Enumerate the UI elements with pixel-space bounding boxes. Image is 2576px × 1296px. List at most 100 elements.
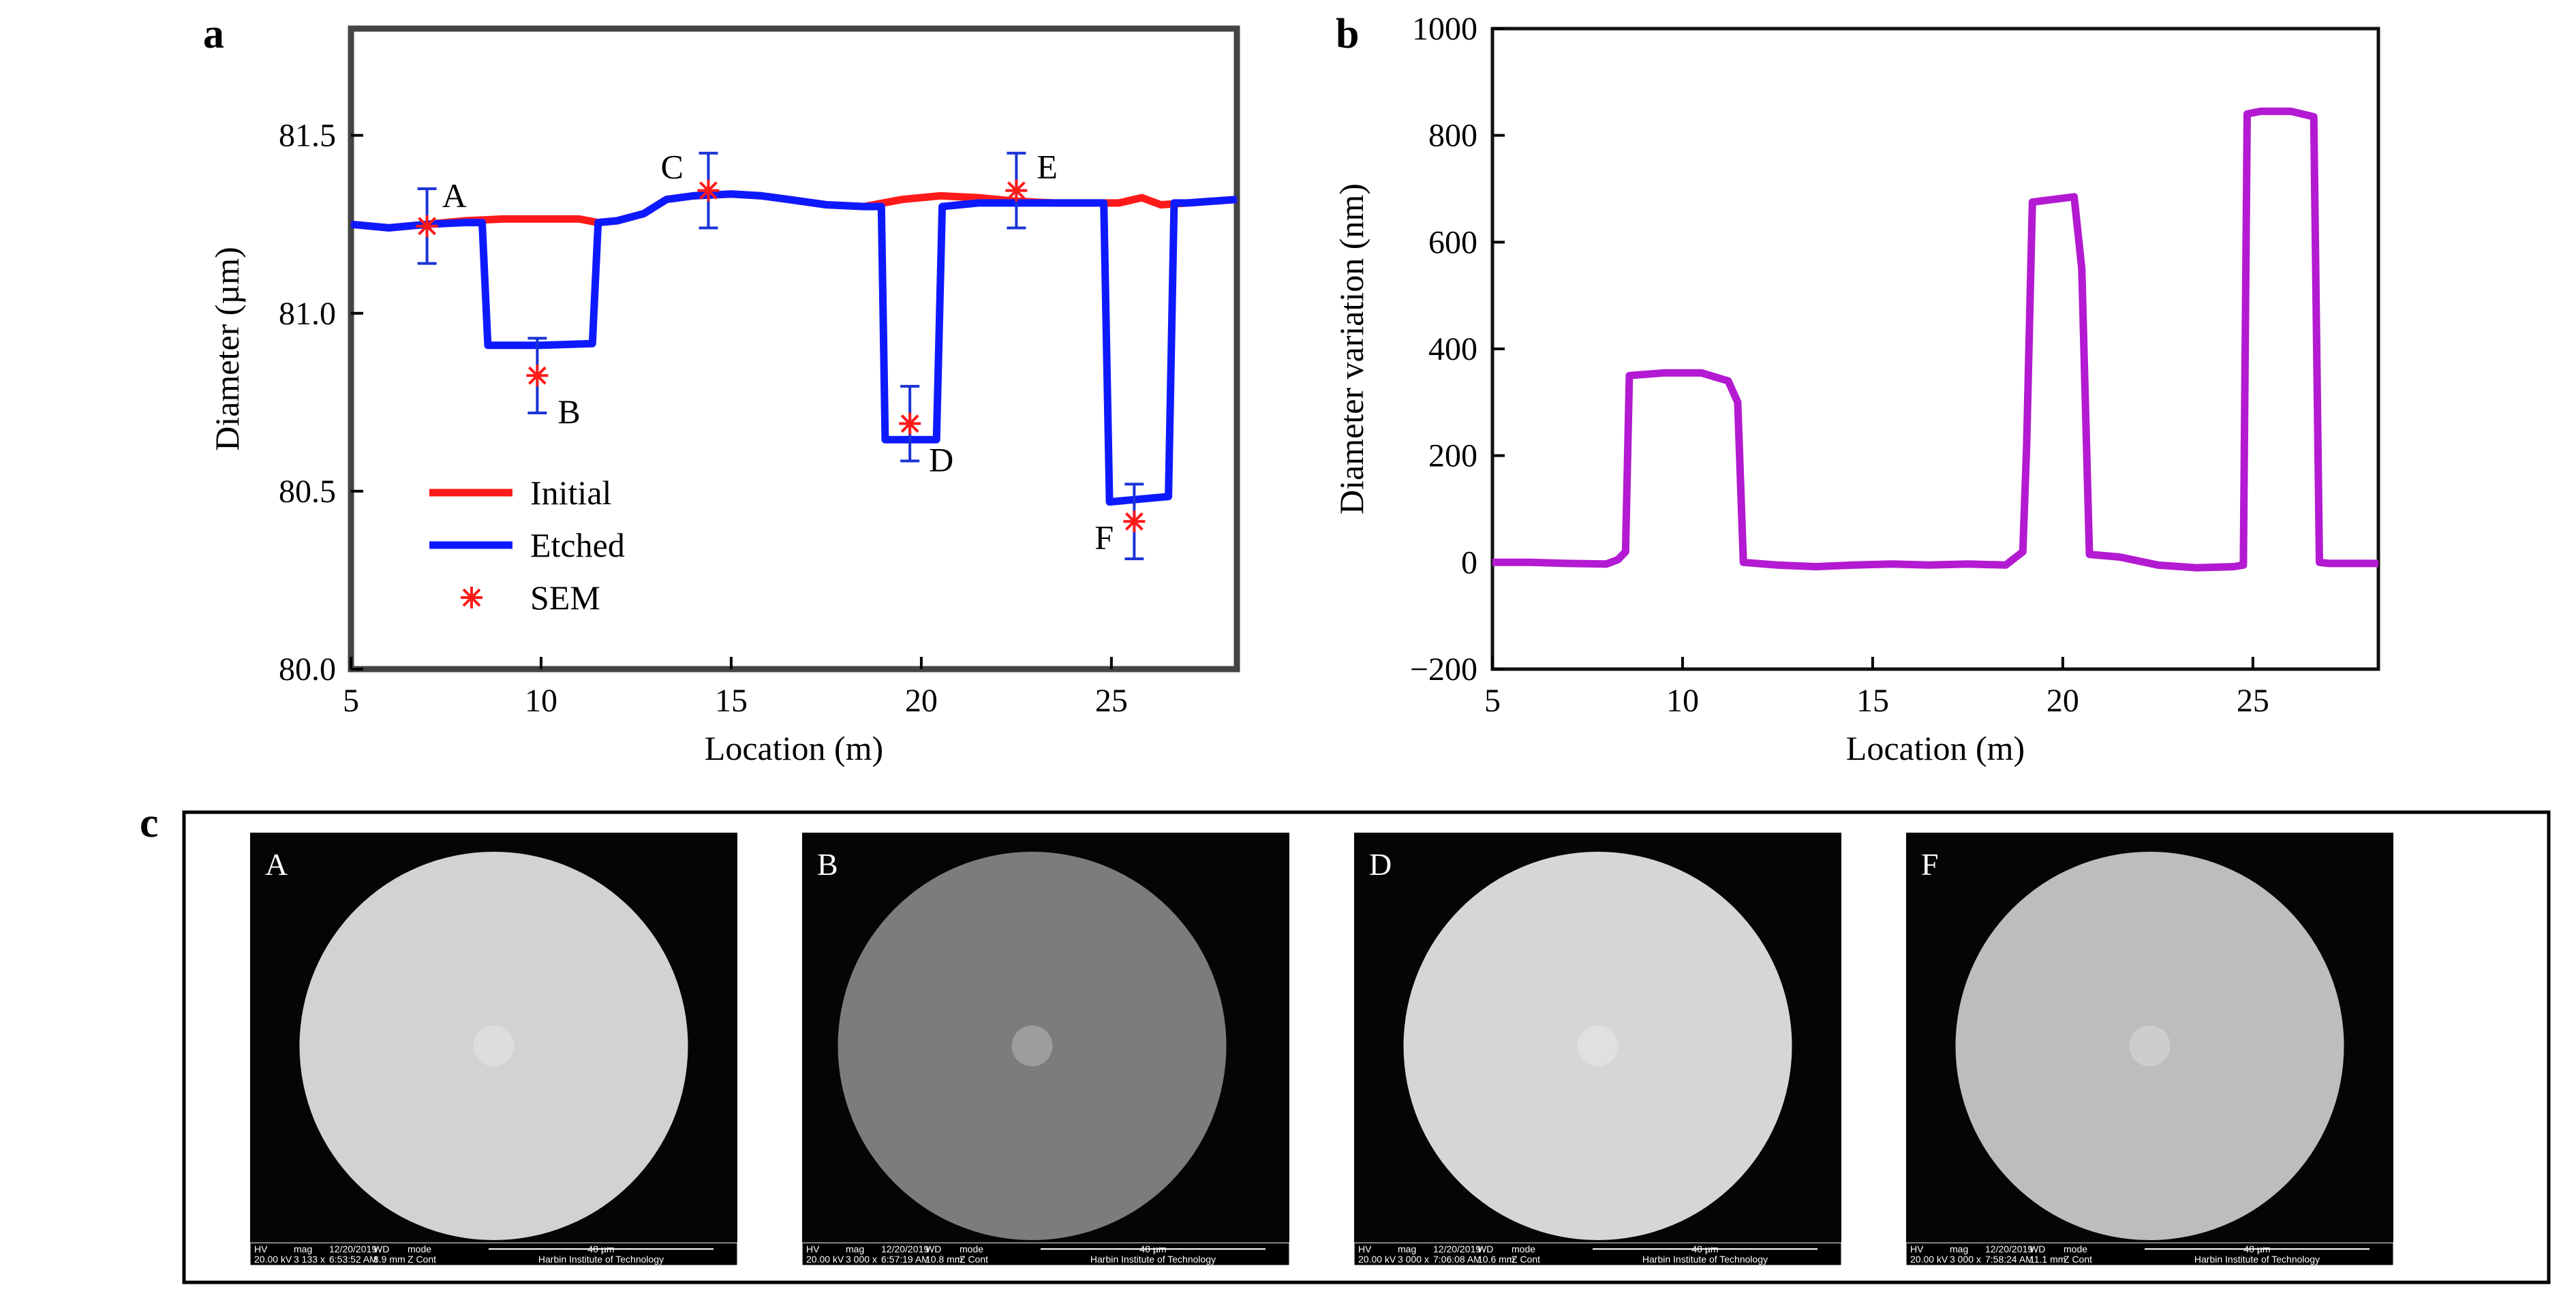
sem-info-value: 20.00 kV	[1910, 1254, 1948, 1265]
sem-info-value: 10.8 mm	[925, 1254, 962, 1265]
sem-info-value: 3 000 x	[1950, 1254, 1981, 1265]
sem-point-label: A	[442, 176, 467, 215]
panel-label-a: a	[203, 11, 224, 57]
scale-bar-label: 40 µm	[2243, 1244, 2270, 1254]
sem-point-D: D	[899, 384, 953, 479]
sem-point-A: A	[416, 176, 467, 265]
chart-a-ytick-label: 80.5	[279, 474, 336, 510]
sem-point-label: F	[1094, 518, 1114, 556]
fiber-core	[1577, 1025, 1619, 1066]
sem-info-header: mag	[846, 1244, 864, 1254]
chart-b-xtick-label: 20	[2046, 683, 2079, 719]
sem-info-value: 3 000 x	[1398, 1254, 1429, 1265]
chart-b-ticks: 5 10 15 20 25 −200 0 200 400 600 800 1000	[1410, 11, 2269, 719]
sem-info-value: Z Cont	[960, 1254, 988, 1265]
sem-info-value: 3 133 x	[294, 1254, 325, 1265]
chart-b-ytick-label: −200	[1410, 651, 1477, 688]
sem-point-label: E	[1037, 148, 1058, 186]
fiber-core	[1011, 1025, 1053, 1066]
chart-a: 5 10 15 20 25 80.0 80.5 81.0 81.5 A B C D E F Locatio…	[208, 25, 1240, 767]
sem-info-value: 6:57:19 AM	[881, 1254, 930, 1265]
sem-point-B: B	[526, 337, 581, 431]
sem-info-header: 12/20/2019	[881, 1244, 929, 1254]
chart-b-xtick-label: 25	[2237, 683, 2269, 719]
sem-info-value: 7:06:08 AM	[1433, 1254, 1482, 1265]
chart-a-xlabel: Location (m)	[705, 729, 883, 767]
sem-info-header: WD	[373, 1244, 389, 1254]
sem-image-label: A	[265, 847, 288, 882]
sem-info-header: mode	[960, 1244, 983, 1254]
chart-a-legend: Initial Etched SEM	[429, 474, 625, 617]
sem-info-header: WD	[2029, 1244, 2045, 1254]
legend-etched-label: Etched	[530, 526, 625, 564]
sem-info-header: HV	[1910, 1244, 1924, 1254]
legend-sem-label: SEM	[530, 578, 600, 617]
sem-marker	[697, 179, 720, 202]
panel-label-b: b	[1336, 11, 1359, 57]
scale-bar-label: 40 µm	[1139, 1244, 1166, 1254]
sem-info-value: 6:53:52 AM	[329, 1254, 378, 1265]
sem-info-value: 7:58:24 AM	[1985, 1254, 2034, 1265]
sem-info-value: 3 000 x	[846, 1254, 877, 1265]
sem-info-bar	[1353, 1242, 1842, 1266]
sem-info-bar	[249, 1242, 738, 1266]
chart-a-xtick-label: 5	[343, 683, 359, 719]
sem-image-label: D	[1369, 847, 1392, 882]
sem-info-header: HV	[1358, 1244, 1372, 1254]
chart-b-xlabel: Location (m)	[1846, 729, 2025, 767]
fiber-cross-section	[299, 852, 688, 1240]
sem-info-value: Z Cont	[1512, 1254, 1540, 1265]
sem-info-header: mode	[1512, 1244, 1535, 1254]
chart-b-lines	[1492, 107, 2378, 572]
fiber-core	[473, 1025, 515, 1066]
sem-info-header: WD	[1477, 1244, 1493, 1254]
chart-a-ytick-label: 81.5	[279, 118, 336, 154]
sem-info-value: 8.9 mm	[373, 1254, 405, 1265]
sem-info-header: HV	[254, 1244, 268, 1254]
sem-point-C: C	[660, 148, 720, 230]
chart-a-ticks: 5 10 15 20 25 80.0 80.5 81.0 81.5	[279, 118, 1128, 719]
sem-info-value: 20.00 kV	[254, 1254, 292, 1265]
chart-a-sem-points: A B C D E F	[416, 148, 1146, 561]
sem-info-value: 11.1 mm	[2029, 1254, 2066, 1265]
sem-info-value: Z Cont	[2064, 1254, 2092, 1265]
sem-info-bar	[1905, 1242, 2394, 1266]
sem-info-value: 20.00 kV	[806, 1254, 844, 1265]
chart-b-xtick-label: 5	[1484, 683, 1501, 719]
fiber-cross-section	[838, 852, 1227, 1240]
sem-point-F: F	[1094, 482, 1146, 561]
sem-point-label: B	[557, 392, 580, 431]
chart-a-xtick-label: 10	[525, 683, 557, 719]
chart-a-ylabel: Diameter (µm)	[208, 247, 246, 451]
chart-a-ytick-label: 81.0	[279, 296, 336, 332]
sem-marker	[416, 215, 438, 237]
chart-b-ytick-label: 200	[1428, 438, 1477, 474]
sem-point-label: D	[929, 441, 953, 479]
sem-image-label: F	[1921, 847, 1939, 882]
sem-info-header: mode	[2064, 1244, 2087, 1254]
sem-point-label: C	[660, 148, 683, 186]
sem-marker	[1005, 179, 1028, 202]
institution-label: Harbin Institute of Technology	[2194, 1254, 2320, 1265]
scale-bar-label: 40 µm	[1691, 1244, 1718, 1254]
chart-b-xtick-label: 10	[1666, 683, 1699, 719]
chart-b-ylabel: Diameter variation (nm)	[1332, 183, 1370, 514]
chart-b-ytick-label: 600	[1428, 224, 1477, 260]
sem-info-header: HV	[806, 1244, 820, 1254]
chart-b-ytick-label: 400	[1428, 331, 1477, 367]
fiber-cross-section	[1403, 852, 1792, 1240]
sem-image-label: B	[817, 847, 838, 882]
sem-info-bar	[801, 1242, 1290, 1266]
chart-b-ytick-label: 800	[1428, 118, 1477, 154]
chart-a-xtick-label: 15	[715, 683, 748, 719]
chart-a-lines	[350, 190, 1238, 506]
fiber-core	[2129, 1025, 2171, 1066]
sem-info-header: mode	[408, 1244, 431, 1254]
sem-info-header: 12/20/2019	[1433, 1244, 1481, 1254]
